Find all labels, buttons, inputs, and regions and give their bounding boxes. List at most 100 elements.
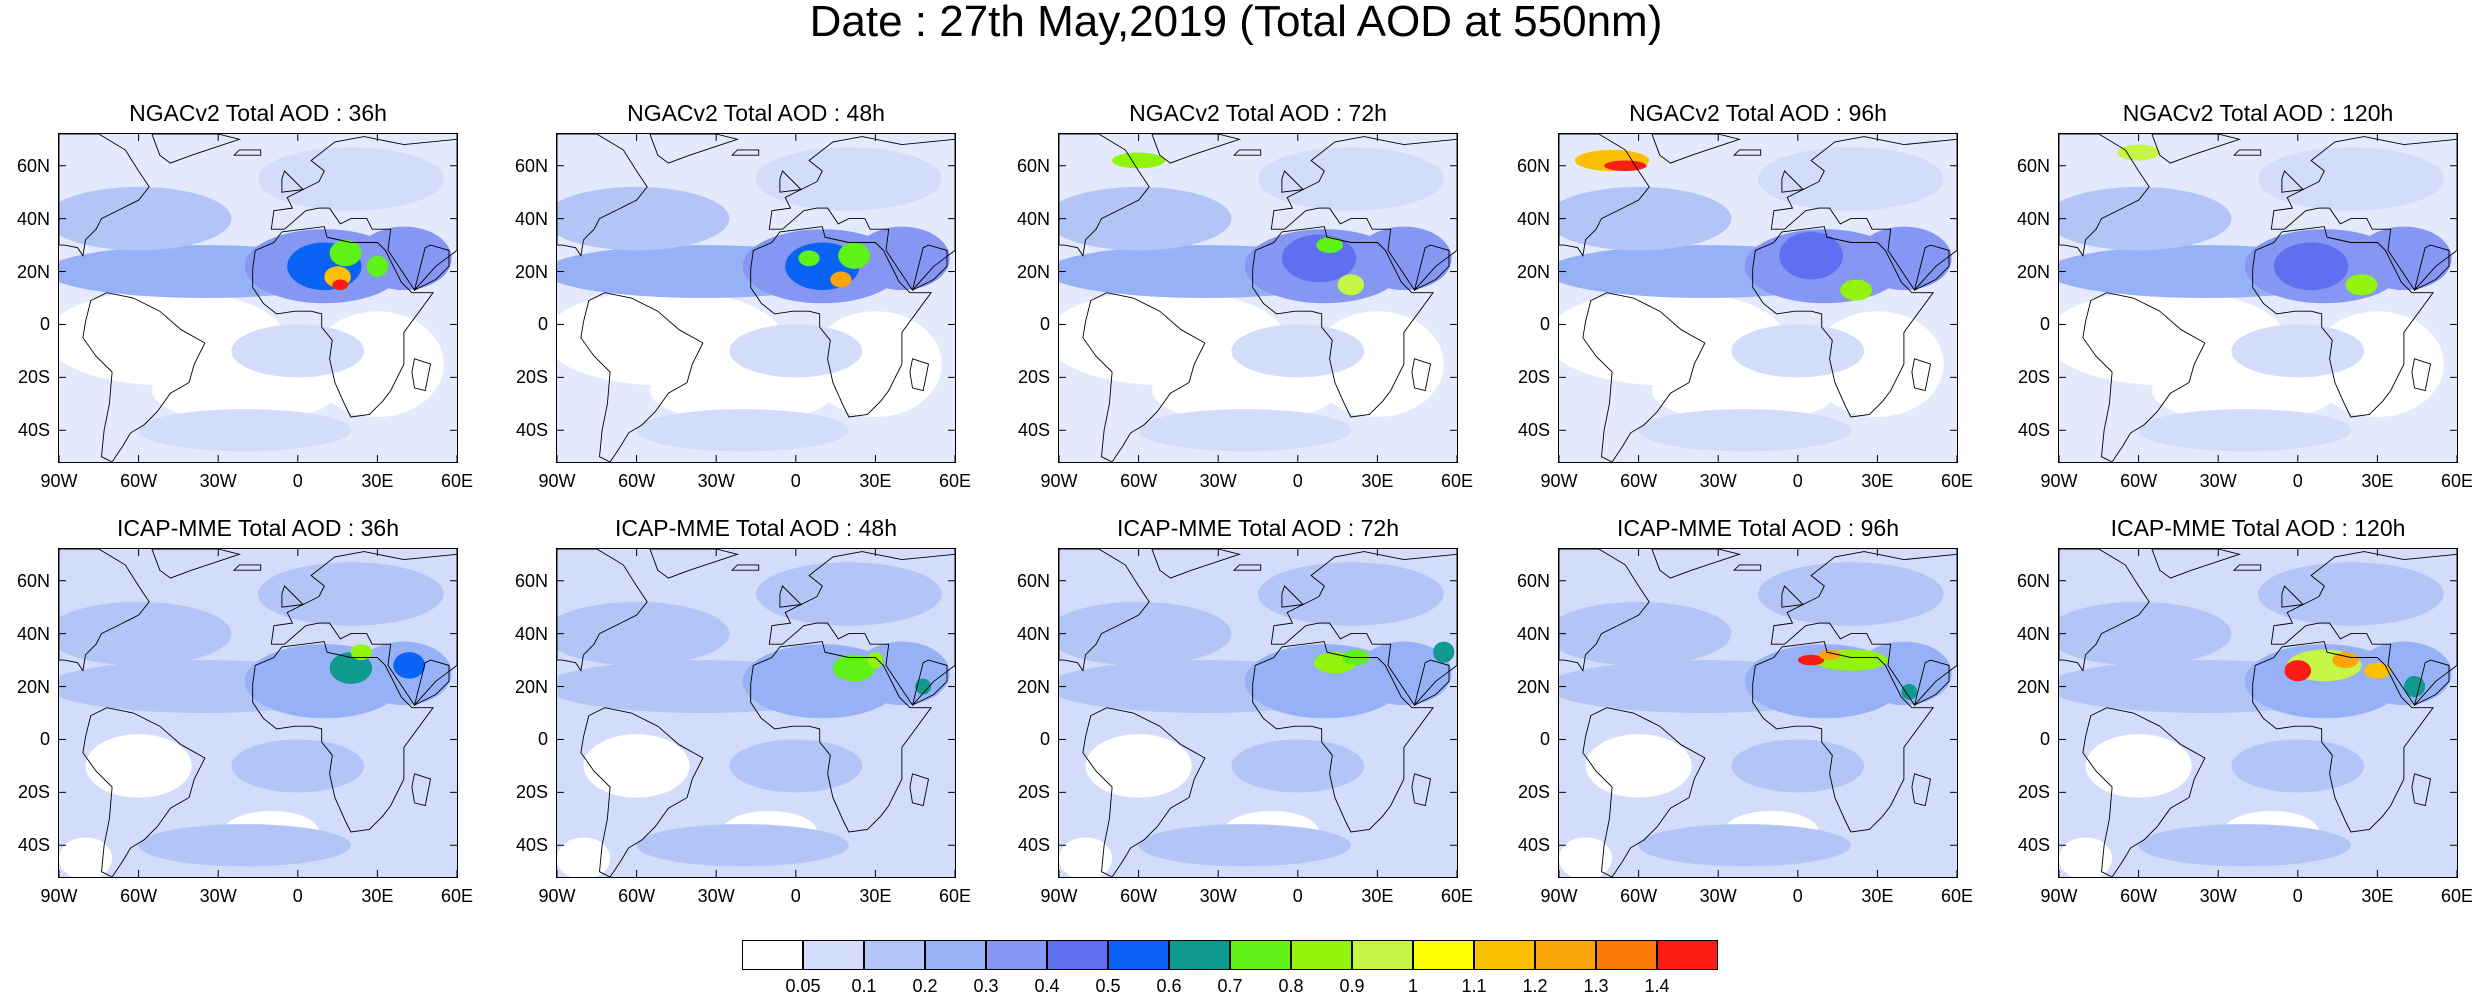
coastline <box>2233 564 2262 571</box>
aod-contour <box>1258 562 1444 626</box>
lon-tick-label: 90W <box>40 886 78 906</box>
lat-tick-label: 60N <box>1516 570 1550 591</box>
aod-contour <box>329 239 362 267</box>
aod-field <box>59 549 457 877</box>
coastline <box>2233 149 2262 156</box>
aod-contour <box>1316 237 1343 254</box>
coastline <box>731 149 760 156</box>
aod-contour <box>59 186 232 251</box>
lat-tick-label: 60N <box>514 155 548 176</box>
map-area <box>2058 548 2458 878</box>
coastline <box>557 134 648 257</box>
coastline <box>252 641 434 833</box>
aod-contour <box>1638 824 1851 867</box>
aod-contour <box>1797 654 1825 666</box>
lon-tick-label: 60E <box>440 471 474 491</box>
aod-contour <box>2332 652 2359 669</box>
aod-contour <box>1059 186 1232 251</box>
colorbar-swatch <box>925 940 986 970</box>
coastline <box>2411 358 2432 392</box>
tick-marks <box>1058 548 1458 878</box>
map-panel: ICAP-MME Total AOD : 96h 60N 40N 20N 0 20S 40S… <box>1517 515 1973 906</box>
aod-field <box>1559 549 1957 877</box>
aod-contour <box>258 147 444 211</box>
aod-contour <box>1758 147 1944 211</box>
aod-contour <box>138 409 351 452</box>
colorbar-label: 0.3 <box>973 976 999 996</box>
lon-tick-label: 60W <box>618 886 656 906</box>
coastline <box>1733 564 1762 571</box>
clean-air-region <box>2085 734 2192 798</box>
lon-tick-label: 60W <box>1620 886 1658 906</box>
lat-tick-label: 20N <box>1016 261 1050 282</box>
aod-contour <box>1559 601 1732 666</box>
panel-title: ICAP-MME Total AOD : 72h <box>1116 515 1400 541</box>
aod-contour <box>1356 226 1452 291</box>
aod-contour <box>350 644 373 661</box>
lon-tick-label: 30W <box>199 886 237 906</box>
aod-contour <box>557 186 730 251</box>
lat-tick-label: 40N <box>1516 623 1550 644</box>
lat-tick-label: 20N <box>2016 676 2050 697</box>
clean-air-region <box>1559 837 1613 877</box>
clean-air-region <box>1059 837 1113 877</box>
lat-tick-label: 20S <box>2017 367 2050 388</box>
lat-tick-label: 20N <box>16 676 50 697</box>
lat-tick-label: 20N <box>514 676 548 697</box>
coastline <box>1770 551 1957 706</box>
aod-contour <box>1638 409 1851 452</box>
figure-title: Date : 27th May,2019 (Total AOD at 550nm… <box>809 0 1663 46</box>
coastline <box>2252 226 2434 418</box>
lon-tick-label: 30W <box>697 471 735 491</box>
aod-contour <box>1840 279 1873 301</box>
lat-tick-label: 20S <box>1517 782 1550 803</box>
lat-tick-label: 40S <box>2017 420 2050 441</box>
tick-marks <box>58 548 458 878</box>
coastline <box>411 358 432 392</box>
aod-field <box>557 134 955 462</box>
lon-tick-label: 0 <box>2292 886 2303 906</box>
coastline <box>1559 134 1650 257</box>
colorbar-swatch <box>864 940 925 970</box>
map-panel: NGACv2 Total AOD : 120h 60N 40N 20N 0 20S 40S 9… <box>2017 100 2472 491</box>
coastline <box>2059 134 2150 257</box>
coastline <box>649 134 740 164</box>
lat-tick-label: 20N <box>1016 676 1050 697</box>
coastline <box>1411 773 1432 807</box>
aod-contour <box>2138 409 2351 452</box>
aod-contour <box>1138 824 1351 867</box>
coastline <box>779 170 803 193</box>
colorbar-swatch <box>803 940 864 970</box>
tick-marks <box>2058 133 2458 463</box>
coastline <box>557 549 648 672</box>
coastline <box>1781 585 1805 608</box>
aod-contour <box>915 678 932 695</box>
lat-tick-label: 60N <box>1016 155 1050 176</box>
coastline <box>2252 641 2434 833</box>
lon-tick-label: 0 <box>1292 471 1303 491</box>
coastline <box>909 358 930 392</box>
tick-marks <box>1558 133 1958 463</box>
lat-tick-label: 40S <box>515 420 548 441</box>
coastline <box>233 564 262 571</box>
coastline <box>1413 244 1450 291</box>
colorbar-swatch <box>742 940 803 970</box>
lon-tick-label: 30E <box>2361 886 2394 906</box>
lat-tick-label: 0 <box>1039 729 1050 750</box>
colorbar-swatch <box>1657 940 1718 970</box>
lat-tick-label: 0 <box>1539 729 1550 750</box>
coastline <box>270 551 457 706</box>
lat-tick-label: 40S <box>1017 835 1050 856</box>
aod-contour <box>1356 641 1452 706</box>
coastline <box>1411 358 1432 392</box>
lon-tick-label: 30E <box>1861 886 1894 906</box>
colorbar-swatch <box>1352 940 1413 970</box>
panel-title: ICAP-MME Total AOD : 48h <box>614 515 898 541</box>
lat-tick-label: 40N <box>1016 208 1050 229</box>
lat-tick-label: 40S <box>1517 835 1550 856</box>
lat-tick-label: 60N <box>16 570 50 591</box>
coastline <box>1752 226 1934 418</box>
aod-contour <box>1337 274 1365 296</box>
coastline <box>59 549 150 672</box>
colorbar-label: 0.6 <box>1156 976 1182 996</box>
